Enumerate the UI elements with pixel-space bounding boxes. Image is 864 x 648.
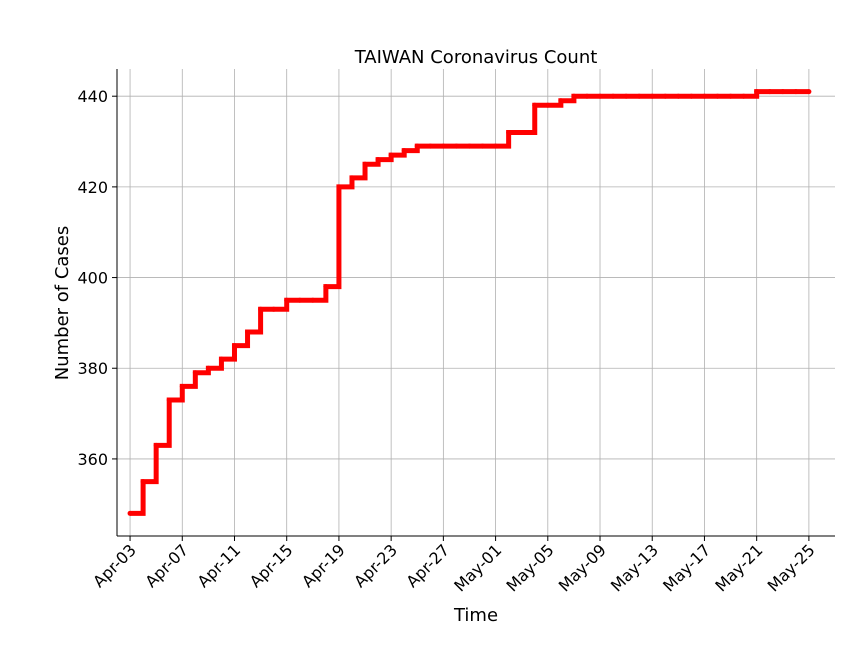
data-point (741, 93, 747, 99)
y-tick-label: 420 (77, 178, 108, 197)
data-point (480, 143, 486, 149)
x-tick-label: May-13 (607, 540, 662, 595)
data-point (571, 93, 577, 99)
data-point (218, 356, 224, 362)
data-point (192, 370, 198, 376)
data-point (388, 152, 394, 158)
x-tick-label: May-25 (764, 540, 819, 595)
x-tick-label: Apr-15 (246, 540, 297, 591)
data-point (453, 143, 459, 149)
data-point (231, 343, 237, 349)
y-tick-label: 380 (77, 359, 108, 378)
data-point (401, 148, 407, 154)
data-point (754, 89, 760, 95)
data-point (558, 98, 564, 104)
x-tick-label: Apr-11 (194, 540, 245, 591)
data-point (715, 93, 721, 99)
data-point (205, 365, 211, 371)
x-axis-label: Time (453, 605, 498, 626)
data-point (584, 93, 590, 99)
data-point (336, 184, 342, 190)
data-point (649, 93, 655, 99)
x-tick-label: May-17 (659, 540, 714, 595)
data-point (466, 143, 472, 149)
data-point (793, 89, 799, 95)
data-point (245, 329, 251, 335)
data-point (179, 383, 185, 389)
data-point (440, 143, 446, 149)
y-tick-label: 360 (77, 450, 108, 469)
case-count-line (130, 89, 809, 516)
x-tick-label: May-01 (450, 540, 505, 595)
series-layer (127, 89, 812, 516)
x-tick-label: Apr-27 (402, 540, 453, 591)
x-tick-label: May-09 (555, 540, 610, 595)
data-point (153, 442, 159, 448)
data-point (271, 306, 277, 312)
x-tick-label: May-21 (711, 540, 766, 595)
chart-title: TAIWAN Coronavirus Count (354, 47, 598, 68)
data-point (662, 93, 668, 99)
data-point (728, 93, 734, 99)
data-point (323, 284, 329, 290)
data-point (767, 89, 773, 95)
x-tick-label: Apr-07 (141, 540, 192, 591)
x-tick-label: May-05 (503, 540, 558, 595)
data-point (506, 129, 512, 135)
data-point (166, 397, 172, 403)
data-point (610, 93, 616, 99)
data-point (284, 297, 290, 303)
data-point (375, 157, 381, 163)
data-point (414, 143, 420, 149)
y-axis-label: Number of Cases (52, 226, 73, 381)
data-point (545, 102, 551, 108)
data-point (688, 93, 694, 99)
grid-layer (117, 69, 835, 536)
data-point (636, 93, 642, 99)
data-point (701, 93, 707, 99)
data-point (806, 89, 812, 95)
data-point (780, 89, 786, 95)
data-point (140, 479, 146, 485)
x-tick-label: Apr-03 (89, 540, 140, 591)
data-point (297, 297, 303, 303)
data-point (310, 297, 316, 303)
data-point (349, 175, 355, 181)
data-point (532, 102, 538, 108)
data-point (675, 93, 681, 99)
data-point (127, 510, 133, 516)
data-point (362, 161, 368, 167)
data-point (519, 129, 525, 135)
data-point (427, 143, 433, 149)
data-point (493, 143, 499, 149)
x-tick-label: Apr-23 (350, 540, 401, 591)
y-tick-label: 400 (77, 269, 108, 288)
y-tick-label: 440 (77, 87, 108, 106)
x-tick-label: Apr-19 (298, 540, 349, 591)
data-point (258, 306, 264, 312)
data-point (597, 93, 603, 99)
data-point (623, 93, 629, 99)
y-axis-ticks: 360 380 400 420 440 (77, 87, 117, 469)
x-axis-ticks: Apr-03 Apr-07 Apr-11 Apr-15 Apr-19 Apr-23 Apr-… (89, 536, 819, 596)
